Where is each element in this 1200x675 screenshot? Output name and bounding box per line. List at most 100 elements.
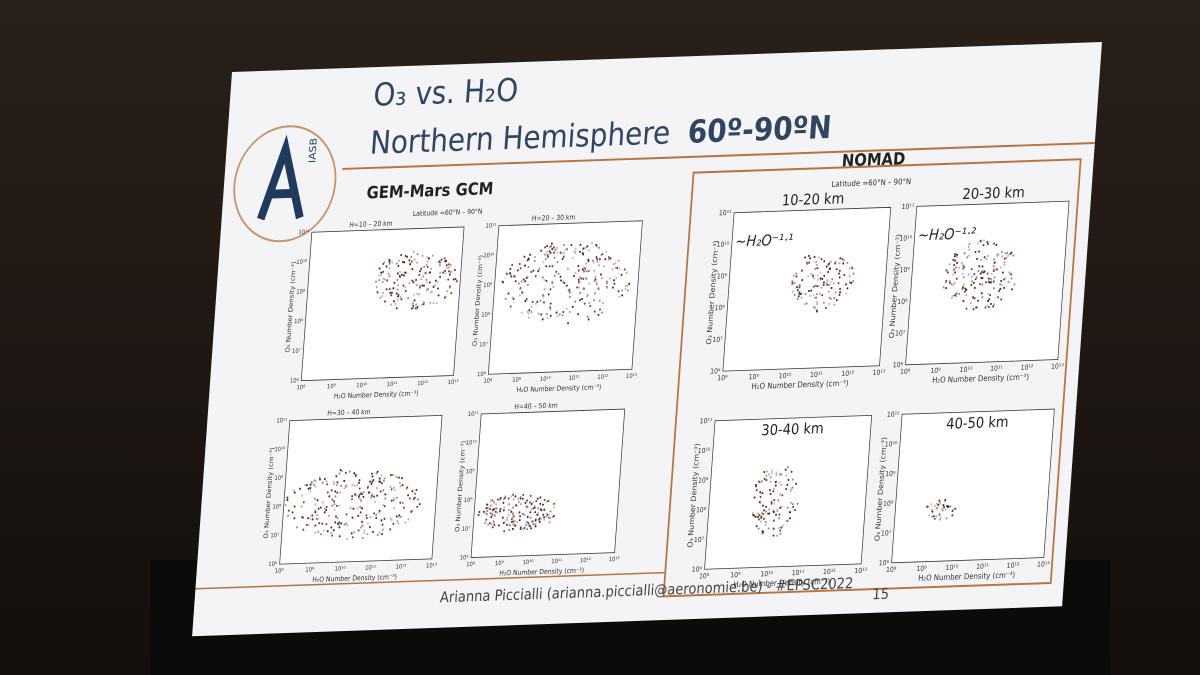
scatter-dot <box>398 514 401 517</box>
scatter-dot <box>581 297 583 301</box>
scatter-dot <box>613 282 616 285</box>
scatter-dot <box>969 301 972 305</box>
scatter-dot <box>495 503 498 506</box>
nomad-box <box>662 158 1082 598</box>
scatter-dot <box>828 302 831 306</box>
scatter-dot <box>495 507 498 510</box>
y-tick-label: 10⁸ <box>714 304 725 313</box>
x-tick-label: 10¹³ <box>854 566 868 575</box>
y-tick-label: 10⁹ <box>717 272 728 281</box>
scatter-dot <box>406 486 409 489</box>
y-tick-label: 10¹⁰ <box>697 446 711 455</box>
scatter-dot <box>841 258 844 261</box>
scatter-dot <box>487 506 490 510</box>
y-tick-label: 10⁷ <box>461 525 470 533</box>
scatter-dot <box>325 480 328 483</box>
scatter-dot <box>579 276 581 279</box>
scatter-dot <box>950 296 953 299</box>
scatter-dot <box>394 302 397 305</box>
scatter-dot <box>790 488 793 491</box>
scatter-dot <box>439 275 442 278</box>
scatter-dot <box>431 290 433 293</box>
scatter-dot <box>539 496 542 499</box>
scatter-dot <box>323 507 326 510</box>
y-tick-label: 10¹⁰ <box>716 240 730 249</box>
scatter-dot <box>814 296 817 299</box>
scatter-dot <box>993 261 996 264</box>
scatter-dot <box>549 510 552 513</box>
scatter-dot <box>402 284 405 287</box>
scatter-dot <box>843 273 846 277</box>
scatter-dot <box>346 524 349 527</box>
scatter-dot <box>532 269 535 272</box>
scatter-dot <box>376 533 379 536</box>
x-tick-label: 10¹¹ <box>551 558 562 566</box>
scatter-dot <box>953 263 956 267</box>
scatter-dot <box>293 489 295 492</box>
scatter-dot <box>1007 254 1010 257</box>
scatter-dot <box>391 261 394 264</box>
plot-area <box>279 414 443 565</box>
scatter-dot <box>567 322 569 325</box>
scatter-dot <box>334 521 337 524</box>
y-tick-label: 10⁹ <box>483 282 493 290</box>
scatter-dot <box>574 300 577 303</box>
scatter-dot <box>598 264 600 267</box>
plot-area <box>470 408 626 558</box>
y-tick-label: 10¹¹ <box>887 410 901 419</box>
scatter-dot <box>628 282 631 286</box>
x-axis-label: H₂O Number Density (cm⁻³) <box>499 566 584 577</box>
scatter-dot <box>980 292 983 295</box>
scatter-dot <box>526 521 528 524</box>
scatter-dot <box>512 493 515 496</box>
scatter-dot <box>509 267 512 271</box>
scatter-dot <box>985 257 988 261</box>
scatter-dot <box>1001 255 1004 258</box>
scatter-dot <box>519 496 522 499</box>
scatter-dot <box>773 499 776 502</box>
scatter-dot <box>355 474 357 477</box>
x-tick-label: 10¹³ <box>426 562 437 570</box>
scatter-dot <box>612 263 615 266</box>
page-number: 15 <box>872 586 890 604</box>
scatter-dot <box>428 281 431 284</box>
scatter-dot <box>302 501 305 504</box>
x-tick-label: 10¹³ <box>872 368 886 377</box>
scatter-dot <box>821 294 824 297</box>
scatter-dot <box>614 266 617 269</box>
scatter-dot <box>810 272 813 276</box>
scatter-dot <box>525 298 528 301</box>
scatter-dot <box>530 306 533 309</box>
scatter-dot <box>388 267 391 270</box>
scatter-dot <box>970 283 973 286</box>
scatter-dot <box>360 500 363 503</box>
scatter-dot <box>372 479 375 482</box>
scatter-dot <box>545 279 548 282</box>
scatter-dot <box>555 311 558 314</box>
scatter-dot <box>1003 257 1006 260</box>
scatter-dot <box>561 257 564 260</box>
scatter-dot <box>776 510 779 513</box>
scatter-dot <box>411 279 414 282</box>
scatter-dot <box>371 475 374 478</box>
scatter-dot <box>807 254 810 258</box>
scatter-dot <box>424 272 427 275</box>
scatter-dot <box>503 530 506 533</box>
scatter-dot <box>392 522 395 525</box>
scatter-dot <box>389 485 392 488</box>
scatter-dot <box>551 248 554 251</box>
scatter-dot <box>315 517 318 520</box>
scatter-dot <box>955 255 958 259</box>
scatter-dot <box>1008 271 1011 274</box>
scatter-dot <box>361 537 364 540</box>
scatter-dot <box>613 279 615 282</box>
scatter-dot <box>625 271 628 274</box>
y-tick-label: 10⁷ <box>270 532 279 540</box>
scatter-dot <box>598 299 601 302</box>
scatter-dot <box>848 275 851 278</box>
scatter-dot <box>1004 252 1007 255</box>
scatter-dot <box>992 269 995 273</box>
scatter-dot <box>358 497 361 500</box>
scatter-dot <box>399 296 402 299</box>
scatter-dot <box>330 531 333 535</box>
